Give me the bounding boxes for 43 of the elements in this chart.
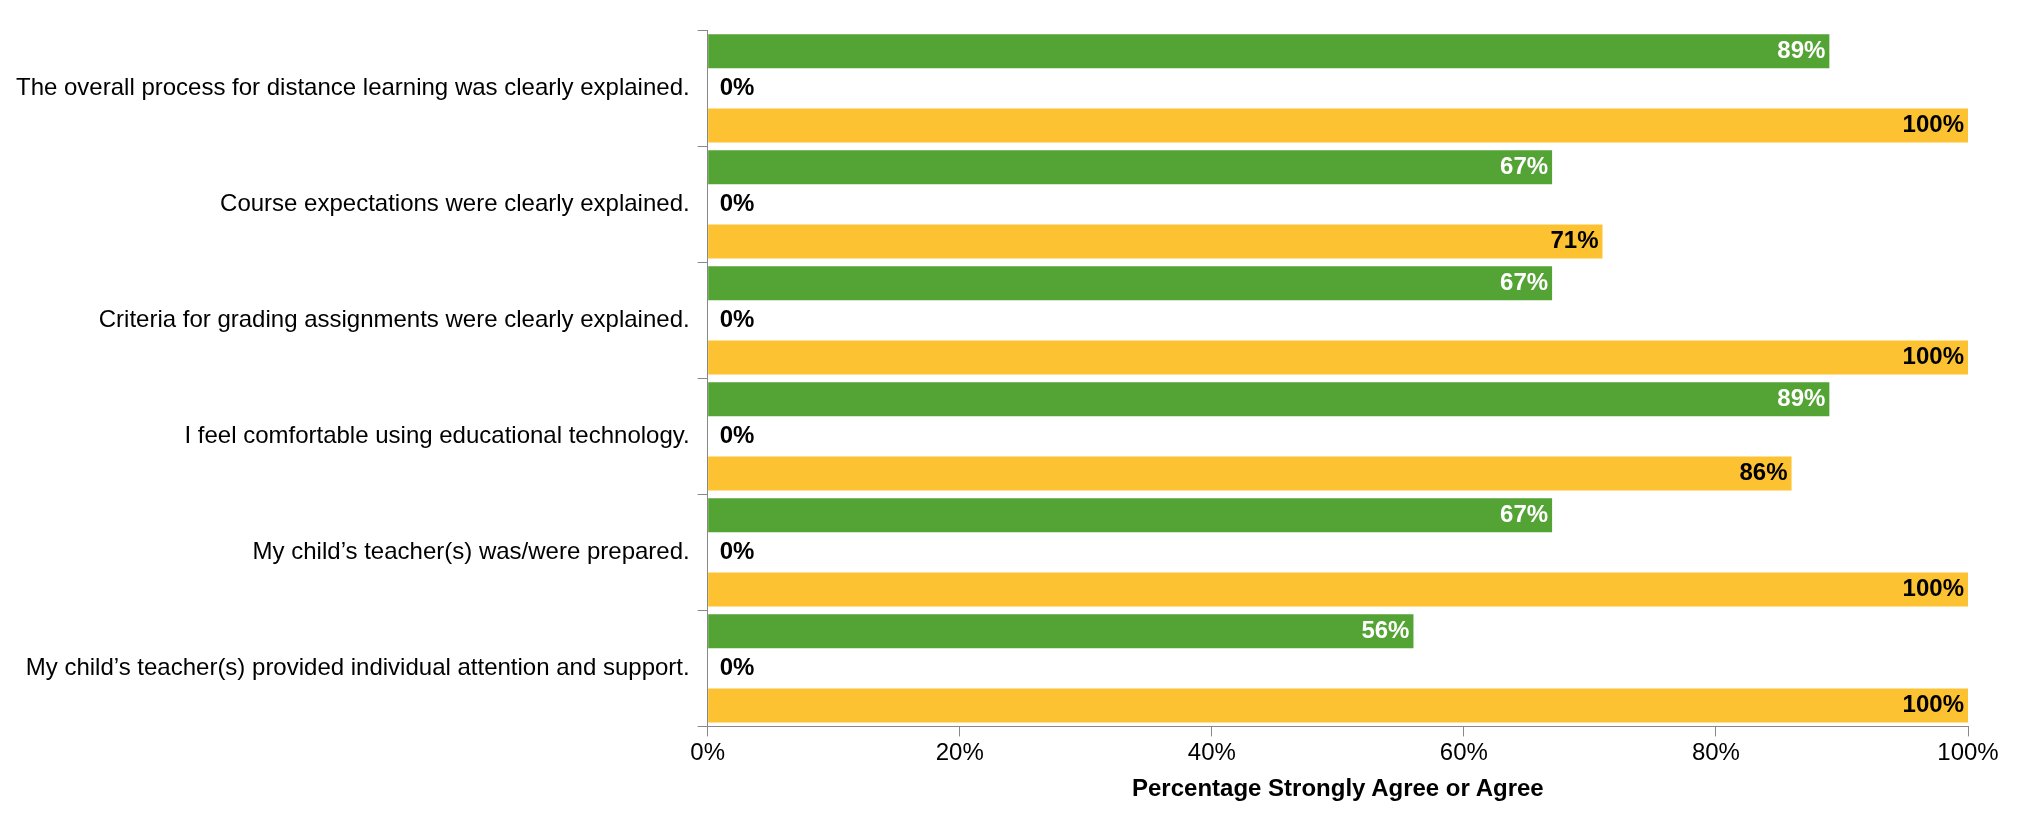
x-tick-label: 80% xyxy=(1691,738,1740,766)
bar xyxy=(708,688,1968,723)
x-tick-label: 0% xyxy=(690,738,726,766)
data-label: 56% xyxy=(1361,615,1410,643)
bar xyxy=(708,266,1553,301)
data-label: 0% xyxy=(719,189,755,217)
x-tick-label: 40% xyxy=(1187,738,1236,766)
data-label: 86% xyxy=(1739,458,1788,486)
bar xyxy=(708,224,1603,259)
bar xyxy=(708,150,1553,185)
data-label: 89% xyxy=(1777,35,1826,63)
data-label: 0% xyxy=(719,305,755,333)
bar xyxy=(708,108,1968,143)
data-label: 100% xyxy=(1902,690,1964,718)
y-tick-label: The overall process for distance learning was clearly explained. xyxy=(15,73,690,101)
x-tick-label: 100% xyxy=(1937,738,1999,766)
data-label: 100% xyxy=(1902,342,1964,370)
data-label: 67% xyxy=(1500,151,1549,179)
y-tick-label: I feel comfortable using educational technology. xyxy=(184,421,690,449)
y-tick-label: Criteria for grading assignments were clearly explained. xyxy=(98,305,690,333)
x-tick-label: 20% xyxy=(935,738,984,766)
bar xyxy=(708,34,1830,69)
x-tick-label: 60% xyxy=(1439,738,1488,766)
data-label: 89% xyxy=(1777,383,1826,411)
x-axis-title: Percentage Strongly Agree or Agree xyxy=(1131,774,1544,802)
bar xyxy=(708,340,1968,375)
y-tick-label: My child’s teacher(s) provided individual attention and support. xyxy=(25,653,690,681)
bar xyxy=(708,456,1792,491)
data-label: 71% xyxy=(1550,226,1599,254)
y-tick-label: My child’s teacher(s) was/were prepared. xyxy=(252,537,690,565)
data-label: 67% xyxy=(1500,267,1549,295)
y-tick-label: Course expectations were clearly explained. xyxy=(220,189,690,217)
data-label: 0% xyxy=(719,653,755,681)
data-label: 0% xyxy=(719,73,755,101)
bar xyxy=(708,498,1553,533)
bar xyxy=(708,382,1830,417)
data-label: 0% xyxy=(719,421,755,449)
data-label: 100% xyxy=(1902,574,1964,602)
data-label: 100% xyxy=(1902,110,1964,138)
bar xyxy=(708,614,1414,649)
data-label: 67% xyxy=(1500,499,1549,527)
bar xyxy=(708,572,1968,607)
data-label: 0% xyxy=(719,537,755,565)
